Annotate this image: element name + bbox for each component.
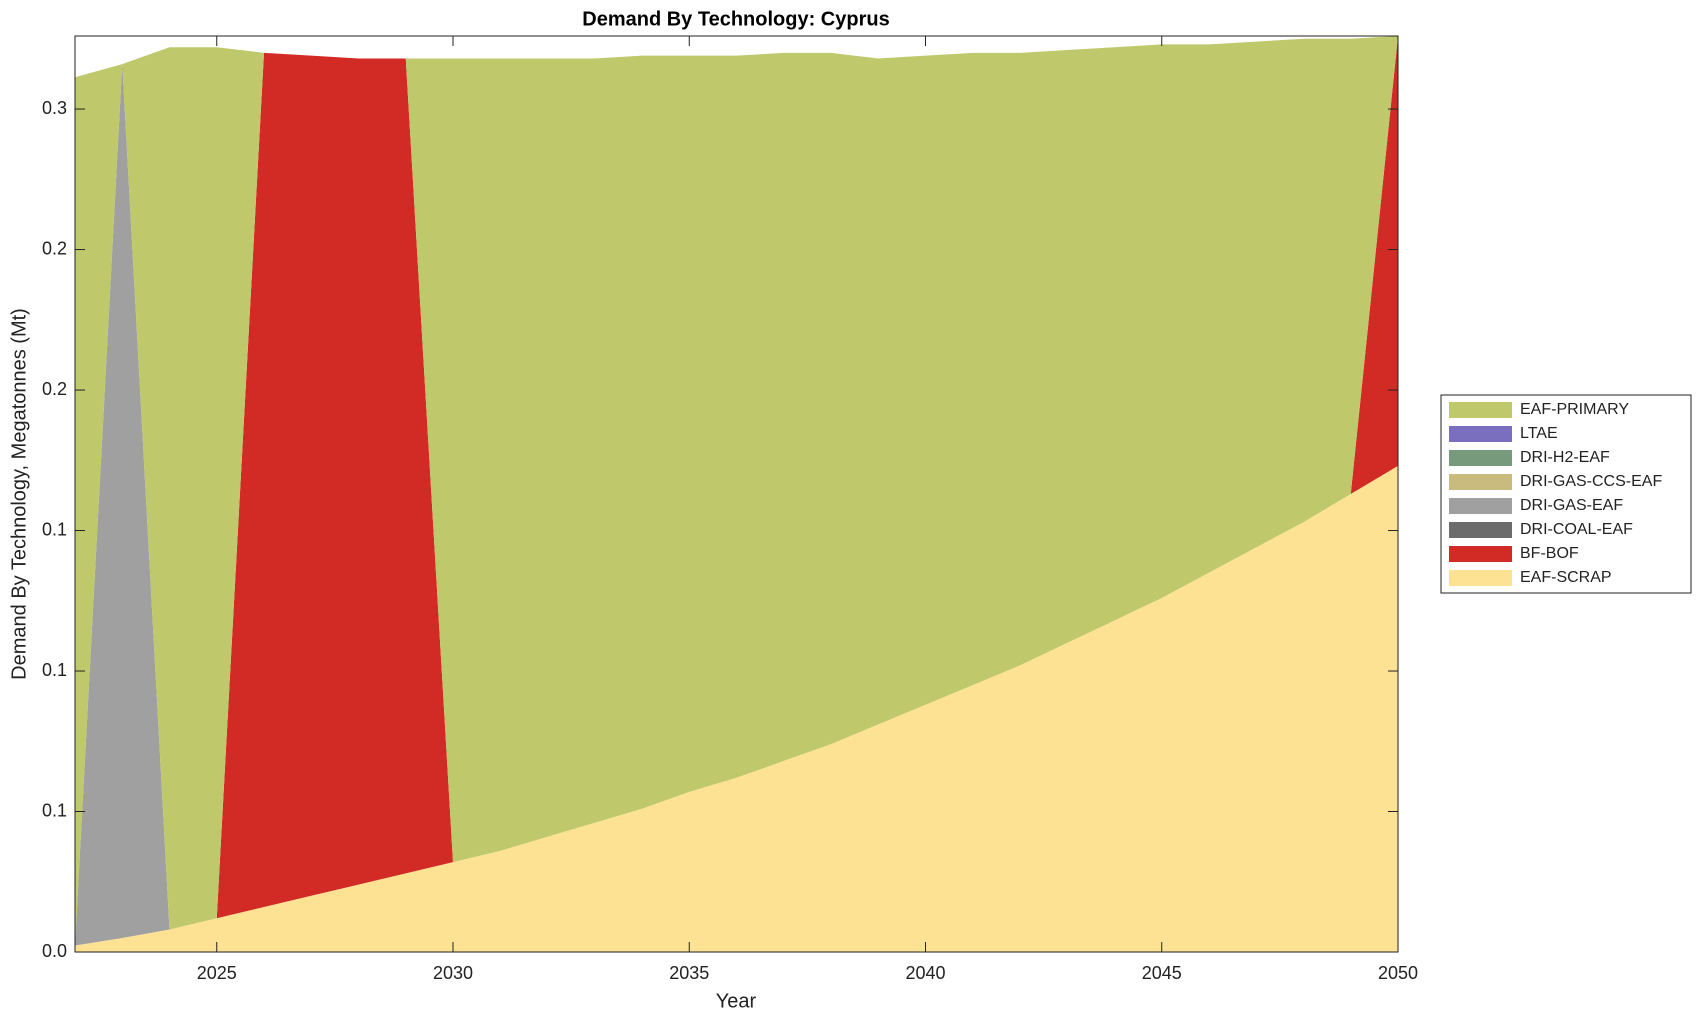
legend-swatch xyxy=(1449,570,1512,586)
legend-swatch xyxy=(1449,498,1512,514)
x-tick-label: 2040 xyxy=(905,963,945,983)
legend-swatch xyxy=(1449,546,1512,562)
plot-frame xyxy=(74,35,1399,953)
x-tick-label: 2035 xyxy=(669,963,709,983)
legend-label: DRI-H2-EAF xyxy=(1520,449,1610,466)
x-axis-label: Year xyxy=(716,990,757,1012)
y-tick-label: 0.1 xyxy=(42,519,67,539)
x-tick-label: 2045 xyxy=(1142,963,1182,983)
legend-swatch xyxy=(1449,426,1512,442)
area xyxy=(75,465,1398,952)
y-tick-label: 0.2 xyxy=(42,238,67,258)
legend-label: DRI-GAS-EAF xyxy=(1520,497,1623,514)
chart-title: Demand By Technology: Cyprus xyxy=(582,8,889,30)
x-tick-label: 2030 xyxy=(433,963,473,983)
legend-label: EAF-PRIMARY xyxy=(1520,401,1629,418)
y-tick-label: 0.0 xyxy=(42,941,67,961)
legend-label: DRI-GAS-CCS-EAF xyxy=(1520,473,1662,490)
legend-label: LTAE xyxy=(1520,425,1558,442)
legend-swatch xyxy=(1449,474,1512,490)
legend-swatch xyxy=(1449,450,1512,466)
y-tick-label: 0.3 xyxy=(42,98,67,118)
legend-label: BF-BOF xyxy=(1520,545,1579,562)
area xyxy=(75,36,1398,946)
legend-swatch xyxy=(1449,522,1512,538)
y-tick-label: 0.2 xyxy=(42,379,67,399)
legend-swatch xyxy=(1449,402,1512,418)
legend-box xyxy=(1440,394,1692,594)
legend-label: DRI-COAL-EAF xyxy=(1520,521,1633,538)
x-tick-label: 2050 xyxy=(1378,963,1418,983)
y-tick-label: 0.1 xyxy=(42,660,67,680)
y-axis-label: Demand By Technology, Megatonnes (Mt) xyxy=(8,308,30,680)
area xyxy=(75,36,1398,946)
y-tick-label: 0.1 xyxy=(42,800,67,820)
legend-label: EAF-SCRAP xyxy=(1520,569,1612,586)
x-tick-label: 2025 xyxy=(197,963,237,983)
